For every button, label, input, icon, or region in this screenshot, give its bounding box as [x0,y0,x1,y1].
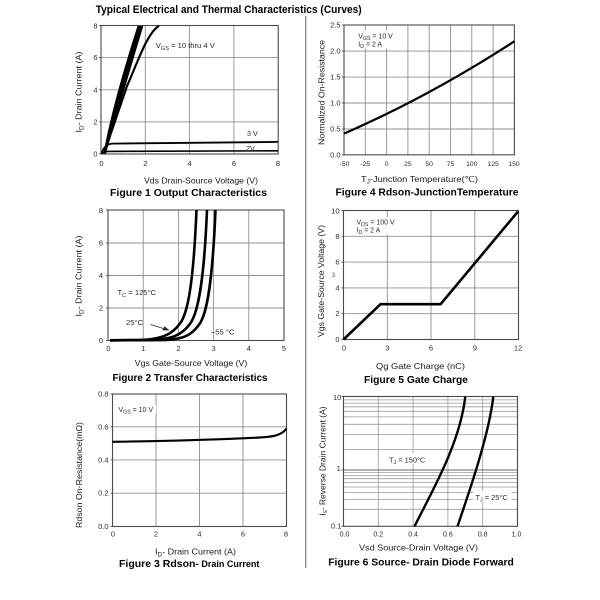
svg-text:0.2: 0.2 [98,489,108,498]
svg-text:0.6: 0.6 [98,422,108,431]
svg-text:3: 3 [385,344,389,353]
svg-text:0: 0 [99,336,103,345]
svg-text:100: 100 [466,161,478,168]
svg-text:2: 2 [99,304,103,313]
svg-text:-25: -25 [360,161,370,168]
svg-text:2: 2 [335,309,339,318]
svg-text:VDS = 100 V: VDS = 100 V [357,220,395,229]
svg-text:Figure 4 Rdson-JunctionTempera: Figure 4 Rdson-JunctionTemperature [336,188,519,199]
svg-text:Figure 2 Transfer Characterist: Figure 2 Transfer Characteristics [113,373,268,384]
svg-text:6: 6 [241,530,245,539]
svg-text:Figure 5 Gate Charge: Figure 5 Gate Charge [364,375,468,386]
svg-text:0: 0 [111,530,115,539]
svg-text:VGS = 10 V: VGS = 10 V [119,407,154,416]
svg-text:25°C: 25°C [126,318,143,327]
svg-text:Qg Gate Charge (nC): Qg Gate Charge (nC) [376,361,465,371]
svg-text:TJ-Junction Temperature(℃): TJ-Junction Temperature(℃) [361,174,478,186]
svg-text:ID = 2 A: ID = 2 A [357,228,381,237]
svg-text:2: 2 [143,159,147,168]
svg-text:6: 6 [429,344,433,353]
svg-text:2: 2 [154,530,158,539]
svg-text:8: 8 [276,159,280,168]
svg-text:0: 0 [106,344,110,353]
svg-text:125: 125 [487,161,499,168]
svg-text:0.8: 0.8 [478,532,488,539]
svg-text:0: 0 [99,159,103,168]
svg-text:Figure 3 Rdson- Drain Current: Figure 3 Rdson- Drain Current [119,558,259,570]
svg-text:Vsd Source-Drain Voltage (V): Vsd Source-Drain Voltage (V) [359,543,478,553]
svg-text:Vds Drain-Source Voltage (V): Vds Drain-Source Voltage (V) [144,175,258,185]
svg-text:0: 0 [335,335,339,344]
svg-text:0.0: 0.0 [340,532,350,539]
svg-text:Is- Reverse Drain Current (A): Is- Reverse Drain Current (A) [318,406,330,515]
svg-text:Normalized On-Resistance: Normalized On-Resistance [317,40,327,145]
svg-text:8: 8 [93,22,97,31]
svg-text:4: 4 [247,344,251,353]
svg-text:2.0: 2.0 [330,47,340,56]
svg-text:-50: -50 [340,161,350,168]
svg-text:4: 4 [99,271,103,280]
svg-text:6: 6 [232,159,236,168]
svg-text:Vgs Gate-Source Voltage (V): Vgs Gate-Source Voltage (V) [135,358,248,368]
svg-text:75: 75 [447,161,455,168]
svg-text:0.2: 0.2 [373,532,383,539]
svg-text:Vgs Gate-Source Voltage (V): Vgs Gate-Source Voltage (V) [316,225,326,337]
svg-text:10: 10 [331,207,339,216]
svg-text:Figure 1 Output Characteristic: Figure 1 Output Characteristics [110,188,267,199]
svg-text:0.0: 0.0 [98,522,108,531]
svg-text:TJ = 150°C: TJ = 150°C [389,456,426,467]
svg-text:9: 9 [473,344,477,353]
svg-text:8: 8 [335,232,339,241]
svg-text:3 V: 3 V [247,129,258,138]
svg-text:4: 4 [197,530,201,539]
svg-text:0.0: 0.0 [330,150,340,159]
svg-text:6: 6 [99,239,103,248]
svg-text:–55 °C: –55 °C [211,328,235,337]
svg-text:VGS = 10 thru 4 V: VGS = 10 thru 4 V [156,41,216,52]
svg-text:1: 1 [337,464,341,473]
svg-text:50: 50 [425,161,433,168]
svg-text:0.1: 0.1 [331,522,341,531]
svg-text:150: 150 [508,161,520,168]
svg-text:VGS = 10 V: VGS = 10 V [358,33,393,42]
svg-text:1: 1 [141,344,145,353]
svg-text:10: 10 [333,393,341,402]
svg-text:6: 6 [93,53,97,62]
svg-text:Typical Electrical and Thermal: Typical Electrical and Thermal Character… [96,4,362,16]
svg-text:Figure 6 Source- Drain Diode F: Figure 6 Source- Drain Diode Forward [328,558,514,569]
svg-text:ID- Drain Current (A): ID- Drain Current (A) [155,547,236,559]
svg-text:1.5: 1.5 [330,73,340,82]
svg-text:0.4: 0.4 [98,455,108,464]
svg-text:2V: 2V [246,144,255,153]
svg-text:TC = 125°C: TC = 125°C [118,288,157,299]
svg-text:12: 12 [514,344,522,353]
svg-text:0: 0 [342,344,346,353]
svg-text:4: 4 [93,85,97,94]
svg-text:8: 8 [284,530,288,539]
svg-text:8: 8 [99,206,103,215]
svg-text:ID- Drain Current (A): ID- Drain Current (A) [74,51,86,132]
svg-text:2: 2 [93,117,97,126]
svg-text:ID = 2 A: ID = 2 A [358,42,382,51]
svg-text:3: 3 [332,272,336,279]
svg-text:0.4: 0.4 [408,532,418,539]
svg-text:0.8: 0.8 [98,390,108,399]
svg-text:0: 0 [93,150,97,159]
svg-text:Rdson On-Resistance(mΩ): Rdson On-Resistance(mΩ) [74,422,84,528]
svg-text:1.0: 1.0 [512,532,522,539]
svg-text:0.5: 0.5 [330,125,340,134]
svg-text:ID- Drain Current (A): ID- Drain Current (A) [74,235,86,316]
svg-text:25: 25 [404,161,412,168]
svg-text:0: 0 [385,161,389,168]
svg-text:2.5: 2.5 [330,21,340,30]
svg-text:6: 6 [335,258,339,267]
svg-text:5: 5 [282,344,286,353]
svg-text:TJ = 25°C: TJ = 25°C [476,493,509,504]
svg-text:4: 4 [335,283,339,292]
svg-text:1.0: 1.0 [330,99,340,108]
svg-text:4: 4 [188,159,192,168]
svg-text:0.6: 0.6 [443,532,453,539]
svg-text:3: 3 [212,344,216,353]
svg-text:2: 2 [176,344,180,353]
